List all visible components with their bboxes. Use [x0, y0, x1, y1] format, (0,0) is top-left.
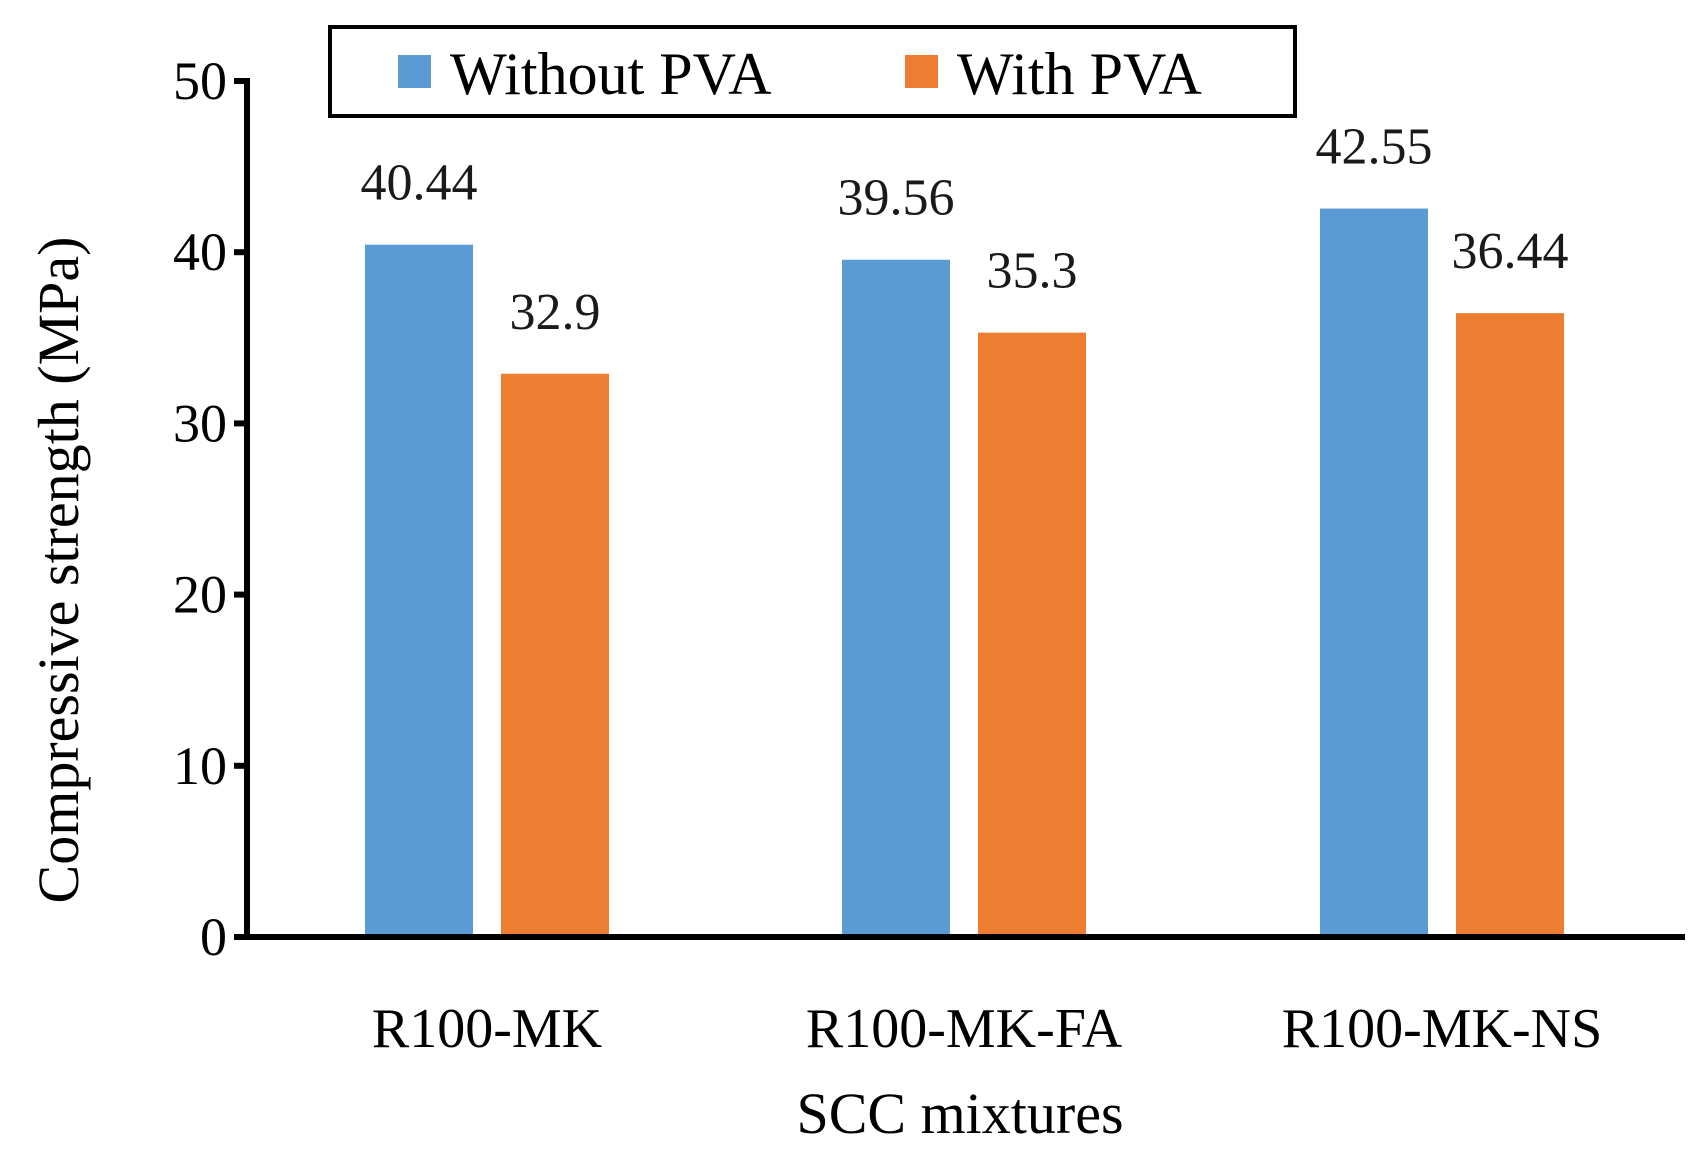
- legend: Without PVA With PVA: [328, 25, 1297, 118]
- y-tick-label-0: 0: [200, 907, 227, 967]
- data-label-without-pva-r100-mk-fa: 39.56: [838, 170, 955, 227]
- data-label-without-pva-r100-mk: 40.44: [361, 155, 478, 212]
- y-tick-label-30: 30: [173, 393, 227, 453]
- legend-box: [328, 25, 1297, 118]
- axes-layer: 0 10 20 30 40 50 R100-MK R100-MK-FA R100-MK-NS: [173, 51, 1685, 1060]
- bars-layer: [365, 208, 1564, 937]
- bar-without-pva-r100-mk-ns: [1320, 208, 1428, 937]
- y-tick-label-10: 10: [173, 736, 227, 796]
- y-tick-label-40: 40: [173, 222, 227, 282]
- data-labels-layer: 40.44 39.56 42.55 32.9 35.3 36.44: [361, 119, 1569, 341]
- legend-swatch-with-pva: [905, 55, 938, 88]
- y-tick-label-50: 50: [173, 51, 227, 111]
- legend-label-without-pva: Without PVA: [450, 41, 772, 107]
- data-label-with-pva-r100-mk-fa: 35.3: [987, 243, 1078, 300]
- bar-with-pva-r100-mk-ns: [1456, 313, 1564, 937]
- data-label-without-pva-r100-mk-ns: 42.55: [1316, 119, 1433, 176]
- x-tick-label-r100-mk-ns: R100-MK-NS: [1282, 998, 1602, 1060]
- legend-swatch-without-pva: [398, 55, 431, 88]
- data-label-with-pva-r100-mk-ns: 36.44: [1452, 223, 1569, 280]
- x-tick-label-r100-mk-fa: R100-MK-FA: [806, 998, 1123, 1060]
- bar-without-pva-r100-mk-fa: [842, 259, 950, 937]
- y-axis-title: Compressive strength (MPa): [26, 237, 91, 904]
- legend-label-with-pva: With PVA: [957, 41, 1202, 107]
- y-tick-label-20: 20: [173, 565, 227, 625]
- bar-without-pva-r100-mk: [365, 244, 473, 937]
- bar-with-pva-r100-mk-fa: [978, 332, 1086, 937]
- x-tick-label-r100-mk: R100-MK: [372, 998, 602, 1060]
- x-axis-title: SCC mixtures: [796, 1081, 1123, 1146]
- bar-with-pva-r100-mk: [501, 373, 609, 937]
- data-label-with-pva-r100-mk: 32.9: [510, 284, 601, 341]
